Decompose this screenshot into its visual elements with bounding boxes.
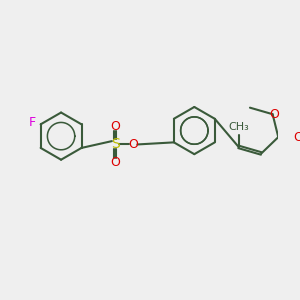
Text: O: O — [269, 108, 279, 121]
Text: F: F — [28, 116, 36, 129]
Text: O: O — [128, 138, 138, 151]
Text: O: O — [110, 120, 120, 133]
Text: O: O — [110, 156, 120, 169]
Text: S: S — [111, 137, 120, 152]
Text: CH₃: CH₃ — [228, 122, 249, 132]
Text: O: O — [294, 130, 300, 144]
